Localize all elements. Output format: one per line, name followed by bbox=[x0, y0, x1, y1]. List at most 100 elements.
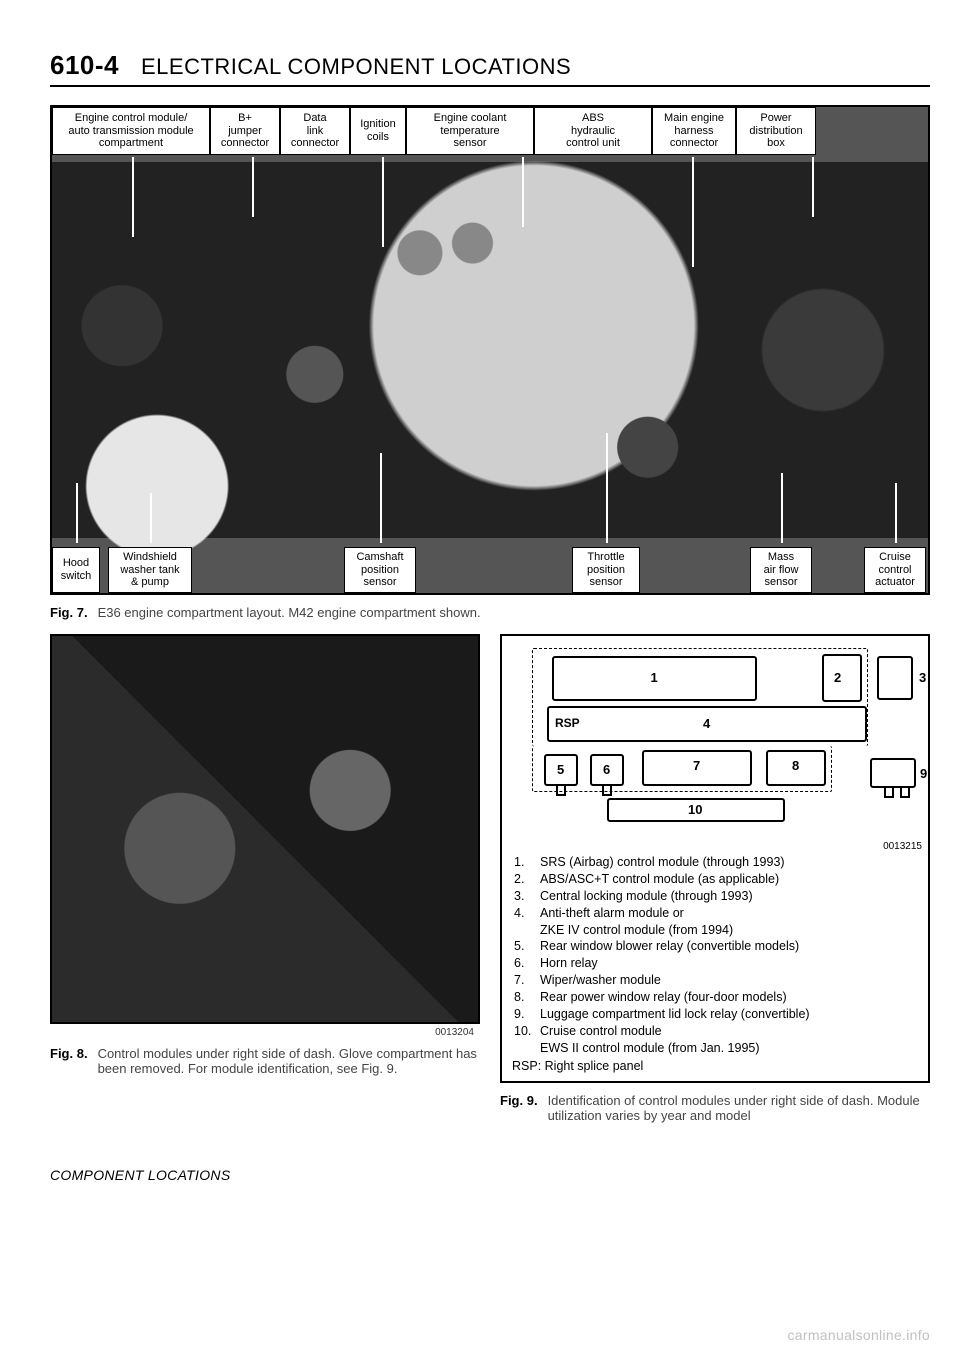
list-number: 6. bbox=[514, 955, 534, 972]
lead-line bbox=[606, 433, 608, 543]
list-text: Anti-theft alarm module or ZKE IV contro… bbox=[540, 905, 733, 939]
figure-8-caption: Fig. 8. Control modules under right side… bbox=[50, 1046, 480, 1076]
module-list-item: 8.Rear power window relay (four-door mod… bbox=[514, 989, 918, 1006]
lead-line bbox=[380, 453, 382, 543]
figure-9-list: 1. SRS (Airbag) control module (through 1… bbox=[514, 854, 918, 1057]
list-number: 10. bbox=[514, 1023, 534, 1057]
lead-line bbox=[781, 473, 783, 543]
figure-9: 1 2 3 4 RSP 5 6 7 8 9 10 0013215 1. SRS (Airbag) co… bbox=[500, 634, 930, 1137]
list-number: 3. bbox=[514, 888, 534, 905]
lead-line bbox=[522, 157, 524, 227]
engine-label-top: Data link connector bbox=[280, 107, 350, 155]
watermark: carmanualsonline.info bbox=[788, 1327, 931, 1343]
figure-9-caption: Fig. 9. Identification of control module… bbox=[500, 1093, 930, 1123]
list-number: 1. bbox=[514, 854, 534, 871]
list-text: Cruise control module EWS II control mod… bbox=[540, 1023, 760, 1057]
engine-label-top: ABS hydraulic control unit bbox=[534, 107, 652, 155]
module-number: 4 bbox=[703, 716, 710, 731]
figure-9-number: Fig. 9. bbox=[500, 1093, 538, 1123]
figure-8-number: Fig. 8. bbox=[50, 1046, 88, 1076]
lead-line bbox=[382, 157, 384, 247]
connector-stub bbox=[602, 786, 612, 796]
module-list-item: 5. Rear window blower relay (convertible … bbox=[514, 938, 918, 955]
module-number: 5 bbox=[557, 762, 564, 777]
engine-bay-background bbox=[52, 107, 928, 593]
figure-9-frame: 1 2 3 4 RSP 5 6 7 8 9 10 0013215 1. SRS (Airbag) co… bbox=[500, 634, 930, 1083]
engine-bottom-labels: Hood switchWindshield washer tank & pump… bbox=[52, 545, 928, 593]
footer-section-title: COMPONENT LOCATIONS bbox=[50, 1167, 930, 1183]
list-number: 8. bbox=[514, 989, 534, 1006]
figure-9-text: Identification of control modules under … bbox=[548, 1093, 930, 1123]
engine-label-bottom: Hood switch bbox=[52, 547, 100, 593]
module-list-item: 6. Horn relay bbox=[514, 955, 918, 972]
list-text: SRS (Airbag) control module (through 199… bbox=[540, 854, 785, 871]
figure-7-caption: Fig. 7. E36 engine compartment layout. M… bbox=[50, 605, 590, 620]
list-text: Rear window blower relay (convertible mo… bbox=[540, 938, 799, 955]
engine-label-top: Main engine harness connector bbox=[652, 107, 736, 155]
list-text: ABS/ASC+T control module (as applicable) bbox=[540, 871, 779, 888]
lead-line bbox=[76, 483, 78, 543]
module-list-item: 10. Cruise control module EWS II control … bbox=[514, 1023, 918, 1057]
connector-stub bbox=[884, 788, 894, 798]
lead-line bbox=[132, 157, 134, 237]
list-number: 2. bbox=[514, 871, 534, 888]
module-list-item: 3. Central locking module (through 1993) bbox=[514, 888, 918, 905]
module-list-item: 9. Luggage compartment lid lock relay (co… bbox=[514, 1006, 918, 1023]
connector-stub bbox=[900, 788, 910, 798]
list-text: Wiper/washer module bbox=[540, 972, 661, 989]
page-title: ELECTRICAL COMPONENT LOCATIONS bbox=[141, 54, 571, 80]
engine-label-bottom: Throttle position sensor bbox=[572, 547, 640, 593]
list-number: 5. bbox=[514, 938, 534, 955]
engine-label-top: Engine control module/ auto transmission… bbox=[52, 107, 210, 155]
engine-label-bottom: Camshaft position sensor bbox=[344, 547, 416, 593]
module-list-item: 2. ABS/ASC+T control module (as applicabl… bbox=[514, 871, 918, 888]
module-number: 2 bbox=[834, 670, 841, 685]
engine-label-top: Power distribution box bbox=[736, 107, 816, 155]
lead-line bbox=[895, 483, 897, 543]
module-list-item: 7. Wiper/washer module bbox=[514, 972, 918, 989]
module-number: 1 bbox=[651, 670, 658, 685]
lead-line bbox=[252, 157, 254, 217]
rsp-label: RSP bbox=[555, 716, 580, 730]
figure-8-text: Control modules under right side of dash… bbox=[98, 1046, 480, 1076]
figure-7-number: Fig. 7. bbox=[50, 605, 88, 620]
module-number: 7 bbox=[693, 758, 700, 773]
list-number: 9. bbox=[514, 1006, 534, 1023]
engine-label-bottom: Mass air flow sensor bbox=[750, 547, 812, 593]
list-number: 7. bbox=[514, 972, 534, 989]
module-number: 6 bbox=[603, 762, 610, 777]
list-text: Central locking module (through 1993) bbox=[540, 888, 753, 905]
module-list-item: 1. SRS (Airbag) control module (through 1… bbox=[514, 854, 918, 871]
module-number: 10 bbox=[688, 802, 702, 817]
list-text: Horn relay bbox=[540, 955, 598, 972]
module-list-item: 4.Anti-theft alarm module or ZKE IV cont… bbox=[514, 905, 918, 939]
engine-label-bottom: Cruise control actuator bbox=[864, 547, 926, 593]
lead-line bbox=[692, 157, 694, 267]
engine-label-top: Engine coolant temperature sensor bbox=[406, 107, 534, 155]
figure-9-diagram: 1234RSP5678910 bbox=[512, 646, 920, 846]
engine-label-top: B+ jumper connector bbox=[210, 107, 280, 155]
engine-top-labels: Engine control module/ auto transmission… bbox=[52, 107, 928, 155]
rsp-note: RSP: Right splice panel bbox=[512, 1059, 918, 1073]
page-number: 610-4 bbox=[50, 50, 119, 81]
figure-9-image-id: 0013215 bbox=[883, 841, 922, 852]
figure-8-photo: 0013204 bbox=[50, 634, 480, 1024]
engine-label-bottom: Windshield washer tank & pump bbox=[108, 547, 192, 593]
module-number: 3 bbox=[919, 670, 926, 685]
module-number: 9 bbox=[920, 766, 927, 781]
engine-label-top: Ignition coils bbox=[350, 107, 406, 155]
module-box-3 bbox=[877, 656, 913, 700]
module-number: 8 bbox=[792, 758, 799, 773]
connector-stub bbox=[556, 786, 566, 796]
module-box-9 bbox=[870, 758, 916, 788]
engine-bay-photo: Engine control module/ auto transmission… bbox=[50, 105, 930, 595]
figure-7: Engine control module/ auto transmission… bbox=[50, 105, 930, 620]
module-box-2 bbox=[822, 654, 862, 702]
lead-line bbox=[150, 493, 152, 543]
figure-8: 0013204 Fig. 8. Control modules under ri… bbox=[50, 634, 480, 1090]
list-text: Luggage compartment lid lock relay (conv… bbox=[540, 1006, 810, 1023]
figure-8-image-id: 0013204 bbox=[435, 1027, 474, 1038]
page-header: 610-4 ELECTRICAL COMPONENT LOCATIONS bbox=[50, 50, 930, 87]
figure-7-text: E36 engine compartment layout. M42 engin… bbox=[98, 605, 481, 620]
lead-line bbox=[812, 157, 814, 217]
